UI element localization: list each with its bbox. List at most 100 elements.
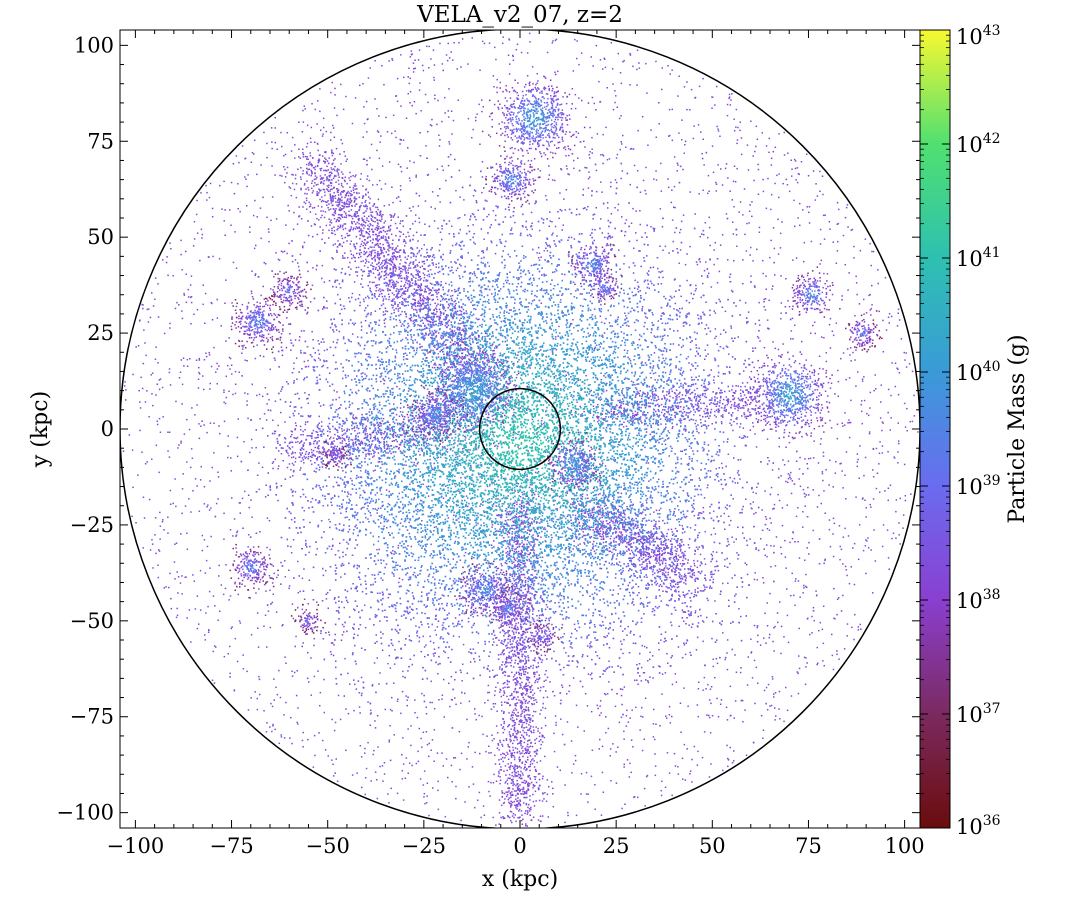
particle-point [572, 548, 574, 550]
particle-point [630, 771, 632, 774]
particle-point [697, 615, 699, 618]
particle-point [828, 484, 830, 486]
particle-point [811, 632, 813, 634]
particle-point [593, 102, 595, 105]
particle-point [378, 157, 381, 160]
particle-point [571, 498, 573, 500]
particle-point [529, 367, 531, 369]
particle-point [802, 592, 804, 594]
particle-point [379, 288, 381, 290]
particle-point [382, 780, 384, 782]
particle-point [340, 576, 342, 578]
particle-point [834, 472, 837, 474]
particle-point [793, 199, 795, 202]
particle-point [391, 388, 393, 390]
particle-point [707, 353, 709, 355]
particle-point [756, 335, 759, 338]
particle-point [637, 683, 639, 685]
particle-point [344, 657, 346, 660]
particle-point [799, 485, 802, 488]
particle-point [372, 216, 374, 218]
particle-point [508, 193, 511, 195]
particle-point [441, 694, 444, 696]
particle-point [243, 441, 245, 443]
particle-point [380, 637, 382, 639]
particle-point [703, 731, 706, 733]
particle-point [369, 157, 371, 159]
particle-point [359, 84, 361, 87]
particle-point [333, 107, 336, 109]
particle-point [784, 539, 786, 542]
particle-point [834, 618, 836, 620]
particle-point [407, 93, 409, 95]
particle-point [570, 323, 573, 325]
particle-point [575, 136, 578, 138]
particle-point [246, 562, 248, 564]
particle-point [474, 806, 476, 809]
particle-point [189, 284, 192, 286]
particle-point [728, 276, 731, 278]
particle-point [641, 749, 644, 752]
particle-point [380, 135, 382, 137]
particle-point [685, 314, 687, 317]
particle-point [335, 201, 337, 203]
particle-point [239, 582, 241, 584]
particle-point [382, 298, 385, 300]
particle-point [422, 483, 424, 485]
particle-point [729, 562, 731, 565]
particle-point [376, 714, 379, 717]
particle-point [388, 741, 390, 743]
particle-point [528, 408, 530, 410]
particle-point [435, 305, 438, 307]
particle-point [744, 404, 747, 407]
particle-point [404, 252, 406, 254]
particle-point [483, 208, 485, 210]
particle-point [579, 476, 581, 478]
particle-point [727, 540, 729, 543]
particle-point [656, 439, 659, 442]
particle-point [797, 692, 800, 695]
particle-point [531, 274, 534, 276]
particle-point [564, 273, 566, 276]
particle-point [508, 39, 511, 41]
particle-point [748, 376, 751, 378]
particle-point [480, 314, 482, 317]
particle-point [225, 396, 228, 399]
particle-point [383, 255, 385, 258]
particle-point [428, 814, 430, 817]
particle-point [274, 127, 276, 129]
particle-point [359, 578, 361, 580]
particle-point [784, 306, 787, 308]
particle-point [570, 376, 572, 378]
particle-point [360, 231, 363, 234]
particle-point [456, 519, 458, 521]
particle-point [344, 223, 347, 225]
particle-point [844, 527, 846, 530]
particle-point [223, 401, 225, 403]
particle-point [604, 58, 606, 60]
particle-point [434, 302, 436, 305]
particle-point [243, 344, 245, 347]
particle-point [677, 646, 680, 648]
particle-point [700, 614, 702, 617]
particle-point [728, 97, 730, 100]
particle-point [356, 474, 358, 477]
particle-point [593, 624, 596, 626]
particle-point [554, 118, 557, 121]
particle-point [266, 646, 268, 648]
particle-point [466, 758, 468, 760]
particle-point [190, 448, 193, 450]
particle-point [791, 572, 793, 575]
particle-point [395, 234, 397, 237]
particle-point [336, 391, 338, 393]
particle-point [311, 284, 314, 287]
particle-point [621, 643, 623, 645]
particle-point [515, 384, 518, 387]
particle-point [326, 176, 328, 178]
particle-point [491, 118, 493, 121]
particle-point [668, 714, 671, 716]
particle-point [641, 666, 643, 669]
particle-point [392, 252, 394, 254]
particle-point [426, 782, 429, 784]
particle-point [298, 339, 301, 342]
